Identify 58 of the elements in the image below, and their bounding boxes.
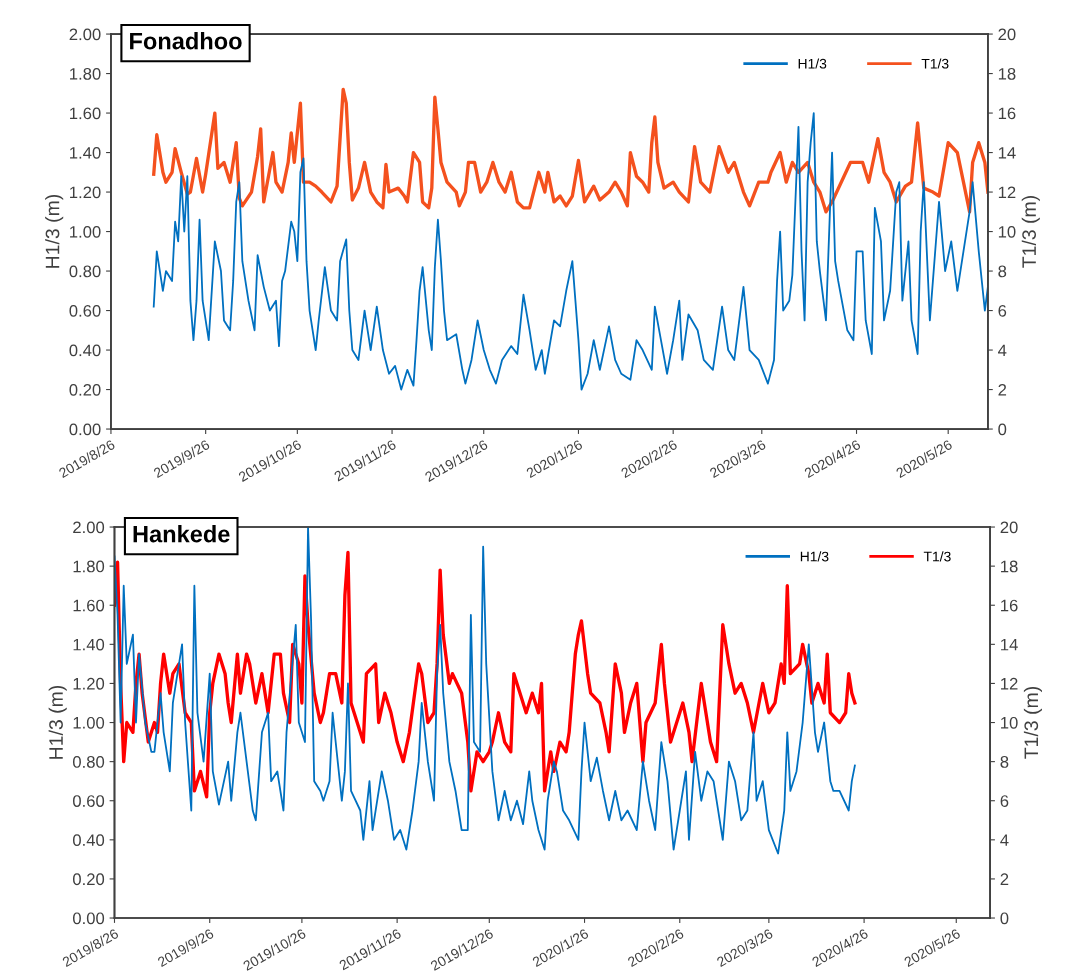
y2-tick-label: 12: [1001, 677, 1018, 690]
y-tick-label: 0.40: [69, 344, 101, 357]
y-tick-label: 1.20: [73, 677, 105, 690]
y2-tick-label: 10: [998, 225, 1016, 238]
line-series: [114, 550, 857, 799]
chart-title: Fonadhoo: [130, 32, 242, 50]
y2-tick-label: 18: [998, 67, 1016, 80]
y-tick-label: 1.00: [73, 716, 105, 729]
y-tick-label: 0.40: [72, 834, 105, 847]
y-tick-label: 0.20: [72, 873, 105, 886]
y2-tick-label: 16: [1001, 599, 1018, 612]
chart-title: Hankede: [133, 525, 230, 543]
y-tick-label: 1.40: [70, 146, 101, 159]
y-tick-label: 1.80: [73, 560, 105, 573]
y-tick-label: 1.40: [73, 638, 105, 651]
y-axis-title: H1/3 (m): [48, 685, 67, 759]
y2-axis-title: T1/3 (m): [1021, 196, 1040, 268]
y2-tick-label: 6: [998, 304, 1007, 317]
y-tick-label: 0.60: [72, 795, 105, 807]
y-tick-label: 1.20: [70, 186, 101, 199]
line-series: [152, 87, 988, 214]
line-series: [152, 112, 988, 391]
y2-axis-title: T1/3 (m): [1023, 687, 1042, 759]
y2-tick-label: 4: [1000, 834, 1009, 846]
y-tick-label: 1.00: [70, 225, 101, 238]
y2-tick-label: 14: [1001, 638, 1018, 651]
y2-tick-label: 8: [1000, 756, 1009, 768]
y2-tick-label: 2: [1000, 873, 1009, 885]
y2-tick-label: 10: [1001, 716, 1018, 729]
y-tick-label: 0.00: [72, 912, 105, 925]
y2-tick-label: 0: [998, 423, 1007, 436]
y-tick-label: 0.60: [69, 304, 101, 317]
y2-tick-label: 18: [1001, 560, 1018, 573]
y-tick-label: 0.80: [69, 265, 101, 278]
y-tick-label: 1.60: [70, 107, 101, 120]
y-tick-label: 1.80: [70, 67, 101, 80]
legend-label: H1/3: [800, 551, 829, 562]
legend-label: H1/3: [798, 58, 827, 69]
y2-tick-label: 16: [998, 107, 1016, 120]
y-tick-label: 0.00: [69, 423, 101, 436]
y-tick-label: 0.80: [72, 756, 105, 768]
legend-label: T1/3: [923, 551, 951, 562]
legend-label: T1/3: [921, 58, 949, 69]
y2-tick-label: 20: [998, 28, 1016, 41]
y-tick-label: 0.20: [69, 383, 101, 396]
y-tick-label: 2.00: [73, 521, 105, 534]
y2-tick-label: 2: [998, 383, 1007, 396]
y2-tick-label: 20: [1000, 521, 1018, 534]
y2-tick-label: 6: [1000, 795, 1009, 807]
line-series: [114, 527, 856, 855]
y2-tick-label: 4: [998, 344, 1007, 357]
y2-tick-label: 12: [998, 186, 1016, 199]
y2-tick-label: 8: [998, 265, 1007, 278]
y-axis-title: H1/3 (m): [45, 194, 64, 268]
y2-tick-label: 0: [1000, 912, 1009, 925]
y2-tick-label: 14: [998, 147, 1016, 159]
y-tick-label: 1.60: [73, 599, 105, 612]
y-tick-label: 2.00: [69, 28, 101, 41]
